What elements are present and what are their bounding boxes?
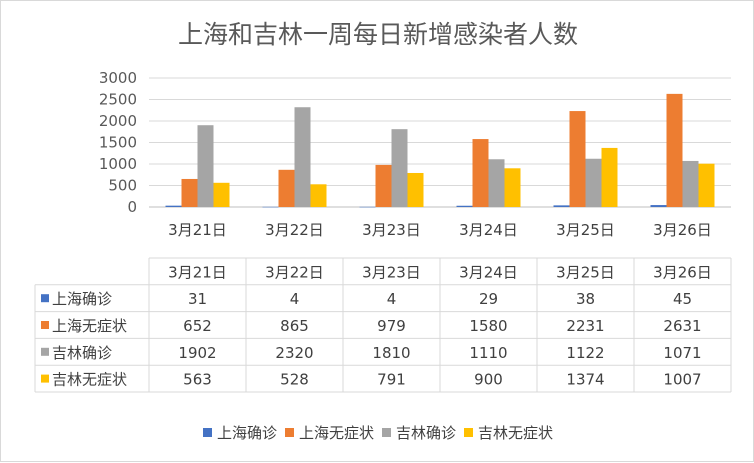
table-cell: 563 <box>183 371 212 389</box>
bar <box>553 205 570 207</box>
x-tick-label: 3月21日 <box>168 221 227 239</box>
x-tick-label: 3月23日 <box>362 221 421 239</box>
table-cell: 1007 <box>663 371 701 389</box>
x-tick-label: 3月25日 <box>556 221 615 239</box>
table-cell: 865 <box>280 317 309 335</box>
x-tick-label: 3月26日 <box>653 221 712 239</box>
table-cell: 791 <box>377 371 406 389</box>
y-tick-label: 3000 <box>99 69 137 87</box>
table-header-cell: 3月23日 <box>362 263 421 281</box>
legend: 上海确诊 上海无症状 吉林确诊 吉林无症状 <box>203 424 553 442</box>
legend-key <box>464 428 473 437</box>
y-tick-label: 500 <box>108 177 137 195</box>
bar <box>504 168 521 207</box>
bars-layer: 3月21日 3月22日 3月23日 3月24日 3月25日 3月26日 <box>165 93 715 239</box>
table-cell: 1580 <box>469 317 507 335</box>
bar <box>569 111 586 207</box>
table-header-cell: 3月26日 <box>653 263 712 281</box>
grid-layer: 0 500 1000 1500 2000 2500 3000 <box>99 69 731 216</box>
bar <box>601 147 618 207</box>
table-cell: 979 <box>377 317 406 335</box>
table-legend-key <box>41 374 49 383</box>
bar <box>472 139 489 207</box>
table-row-label: 吉林确诊 <box>52 344 112 362</box>
table-cell: 1374 <box>566 371 604 389</box>
table-cell: 652 <box>183 317 212 335</box>
bar <box>262 206 279 208</box>
legend-label: 吉林无症状 <box>478 424 553 442</box>
legend-label: 上海无症状 <box>299 424 374 442</box>
legend-label: 上海确诊 <box>217 424 277 442</box>
table-row-label: 上海确诊 <box>52 290 112 308</box>
bar <box>407 172 424 207</box>
x-tick-label: 3月24日 <box>459 221 518 239</box>
bar <box>666 93 683 207</box>
bar <box>375 164 392 207</box>
bar <box>181 178 198 207</box>
table-cell: 1122 <box>566 344 604 362</box>
bar <box>310 184 327 207</box>
legend-key <box>285 428 294 437</box>
table-cell: 900 <box>474 371 503 389</box>
bar <box>698 163 715 207</box>
x-tick-label: 3月22日 <box>265 221 324 239</box>
bar <box>197 125 214 207</box>
table-cell: 4 <box>290 290 300 308</box>
table-cell: 1810 <box>372 344 410 362</box>
legend-key <box>203 428 212 437</box>
y-tick-label: 1500 <box>99 134 137 152</box>
table-header-cell: 3月25日 <box>556 263 615 281</box>
table-cell: 528 <box>280 371 309 389</box>
table-cell: 1071 <box>663 344 701 362</box>
y-tick-label: 0 <box>127 198 137 216</box>
bar <box>456 205 473 207</box>
bar <box>359 206 376 208</box>
legend-key <box>382 428 391 437</box>
table-cell: 31 <box>188 290 207 308</box>
table-cell: 2231 <box>566 317 604 335</box>
bar <box>488 159 505 207</box>
table-cell: 29 <box>479 290 498 308</box>
table-cell: 2320 <box>275 344 313 362</box>
table-header-cell: 3月24日 <box>459 263 518 281</box>
bar <box>585 158 602 207</box>
bar <box>682 160 699 207</box>
table-legend-key <box>41 321 49 329</box>
bar <box>213 182 230 207</box>
table-legend-key <box>41 294 49 303</box>
bar <box>165 205 182 207</box>
bar <box>278 169 295 207</box>
table-cell: 2631 <box>663 317 701 335</box>
table-cell: 4 <box>387 290 397 308</box>
bar <box>294 107 311 207</box>
table-row-label: 上海无症状 <box>52 317 127 335</box>
table-cell: 1110 <box>469 344 507 362</box>
table-row-label: 吉林无症状 <box>52 371 127 389</box>
y-tick-label: 1000 <box>99 155 137 173</box>
table-legend-key <box>41 347 49 356</box>
table-cell: 38 <box>576 290 595 308</box>
y-tick-label: 2000 <box>99 112 137 130</box>
table-cell: 1902 <box>178 344 216 362</box>
bar <box>391 129 408 207</box>
legend-label: 吉林确诊 <box>396 424 456 442</box>
table-cell: 45 <box>673 290 692 308</box>
bar <box>650 205 667 207</box>
chart-title: 上海和吉林一周每日新增感染者人数 <box>178 20 578 49</box>
table-header-cell: 3月22日 <box>265 263 324 281</box>
y-tick-label: 2500 <box>99 91 137 109</box>
table-header-cell: 3月21日 <box>168 263 227 281</box>
